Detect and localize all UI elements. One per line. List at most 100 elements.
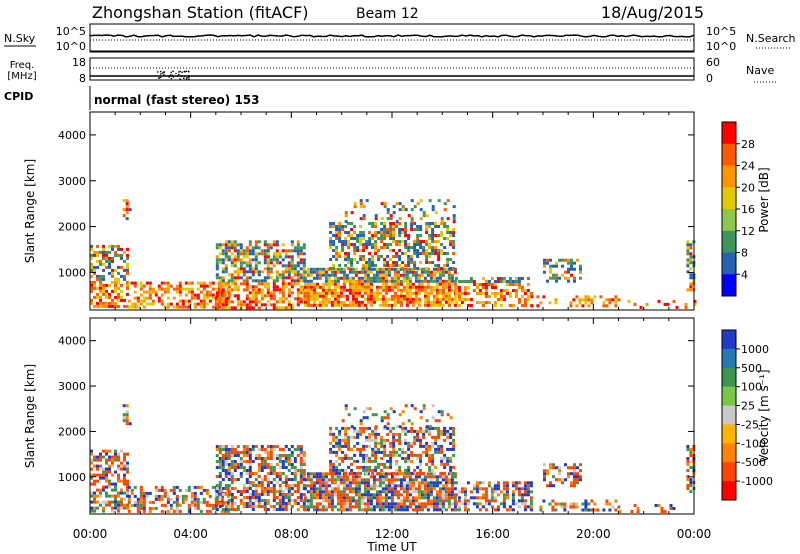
velocity-cell [371, 432, 375, 436]
velocity-cell [102, 506, 105, 510]
power-cell [578, 298, 582, 302]
power-cell [351, 279, 355, 283]
velocity-cell [374, 441, 378, 445]
velocity-cell [108, 485, 111, 489]
power-cell [387, 303, 391, 307]
power-colorbar-swatch [722, 209, 736, 232]
velocity-cell [260, 505, 264, 508]
power-cell [96, 274, 99, 278]
velocity-cell [384, 502, 388, 506]
power-cell [447, 279, 451, 283]
power-cell [410, 228, 414, 231]
velocity-cell [435, 499, 439, 503]
power-cell [374, 249, 378, 252]
power-cell [251, 267, 255, 271]
power-cell [114, 244, 117, 248]
velocity-cell [330, 487, 334, 491]
velocity-cell [399, 505, 403, 509]
power-cell [105, 256, 108, 260]
velocity-cell [125, 410, 129, 414]
velocity-cell [193, 503, 197, 507]
power-cell [142, 290, 146, 294]
power-cell [263, 303, 267, 307]
velocity-cell [341, 459, 345, 463]
velocity-cell [287, 478, 291, 481]
velocity-cell [133, 485, 137, 489]
velocity-cell [184, 494, 188, 498]
velocity-cell [440, 432, 444, 436]
velocity-cell [96, 464, 99, 468]
velocity-cell [443, 438, 447, 442]
power-cell [139, 299, 143, 303]
velocity-cell [275, 508, 279, 511]
power-cell [281, 273, 285, 277]
velocity-cell [248, 487, 252, 490]
power-cell [318, 267, 322, 271]
velocity-cell [260, 460, 264, 463]
velocity-cell [93, 500, 96, 504]
power-cell [359, 240, 363, 243]
velocity-cell [245, 448, 249, 451]
velocity-cell [263, 466, 267, 469]
power-cell [287, 276, 291, 280]
velocity-cell [330, 508, 334, 512]
power-cell [266, 300, 270, 304]
power-cell [414, 294, 418, 298]
power-cell [369, 294, 373, 298]
velocity-cell [114, 452, 117, 456]
velocity-cell [332, 444, 336, 448]
power-cell [263, 267, 267, 271]
velocity-cell [419, 426, 423, 430]
velocity-cell [369, 499, 373, 503]
velocity-cell [429, 487, 433, 491]
power-cell [414, 279, 418, 283]
velocity-cell [224, 469, 228, 472]
power-cell [351, 267, 355, 271]
velocity-cell [499, 502, 503, 506]
power-cell [392, 249, 396, 252]
velocity-cell [333, 487, 337, 491]
velocity-cell [686, 460, 690, 463]
velocity-cell [399, 508, 403, 512]
nave-point [170, 74, 172, 76]
velocity-cell [333, 475, 337, 479]
power-cell [443, 237, 447, 240]
velocity-cell [396, 484, 400, 488]
power-cell [450, 288, 454, 292]
velocity-cell [336, 493, 340, 497]
power-cell [393, 273, 397, 277]
velocity-cell [344, 441, 348, 445]
power-cell [419, 246, 423, 249]
power-cell [490, 277, 494, 280]
power-cell [552, 273, 555, 277]
velocity-cell [245, 454, 249, 457]
velocity-cell [126, 506, 129, 510]
velocity-cell [315, 508, 319, 512]
velocity-cell [236, 454, 240, 457]
velocity-cell [263, 448, 267, 451]
power-cell [117, 280, 120, 284]
power-cell [368, 261, 372, 264]
velocity-cell [378, 508, 382, 512]
velocity-cell [529, 490, 533, 494]
power-cell [404, 231, 408, 234]
velocity-cell [404, 468, 408, 472]
velocity-cell [428, 444, 432, 448]
power-cell [422, 246, 426, 249]
velocity-cell [447, 478, 451, 482]
power-cell [230, 279, 234, 283]
power-cell [318, 285, 322, 289]
power-cell [383, 234, 387, 237]
power-cell [275, 261, 279, 265]
velocity-cell [417, 493, 421, 497]
power-cell [404, 208, 408, 212]
velocity-cell [487, 499, 491, 503]
velocity-cell [389, 453, 393, 457]
power-colorbar-swatch [722, 187, 736, 210]
velocity-cell [123, 476, 126, 480]
velocity-cell [539, 505, 543, 509]
power-cell [360, 276, 364, 280]
power-cell [374, 246, 378, 249]
velocity-cell [449, 426, 453, 430]
